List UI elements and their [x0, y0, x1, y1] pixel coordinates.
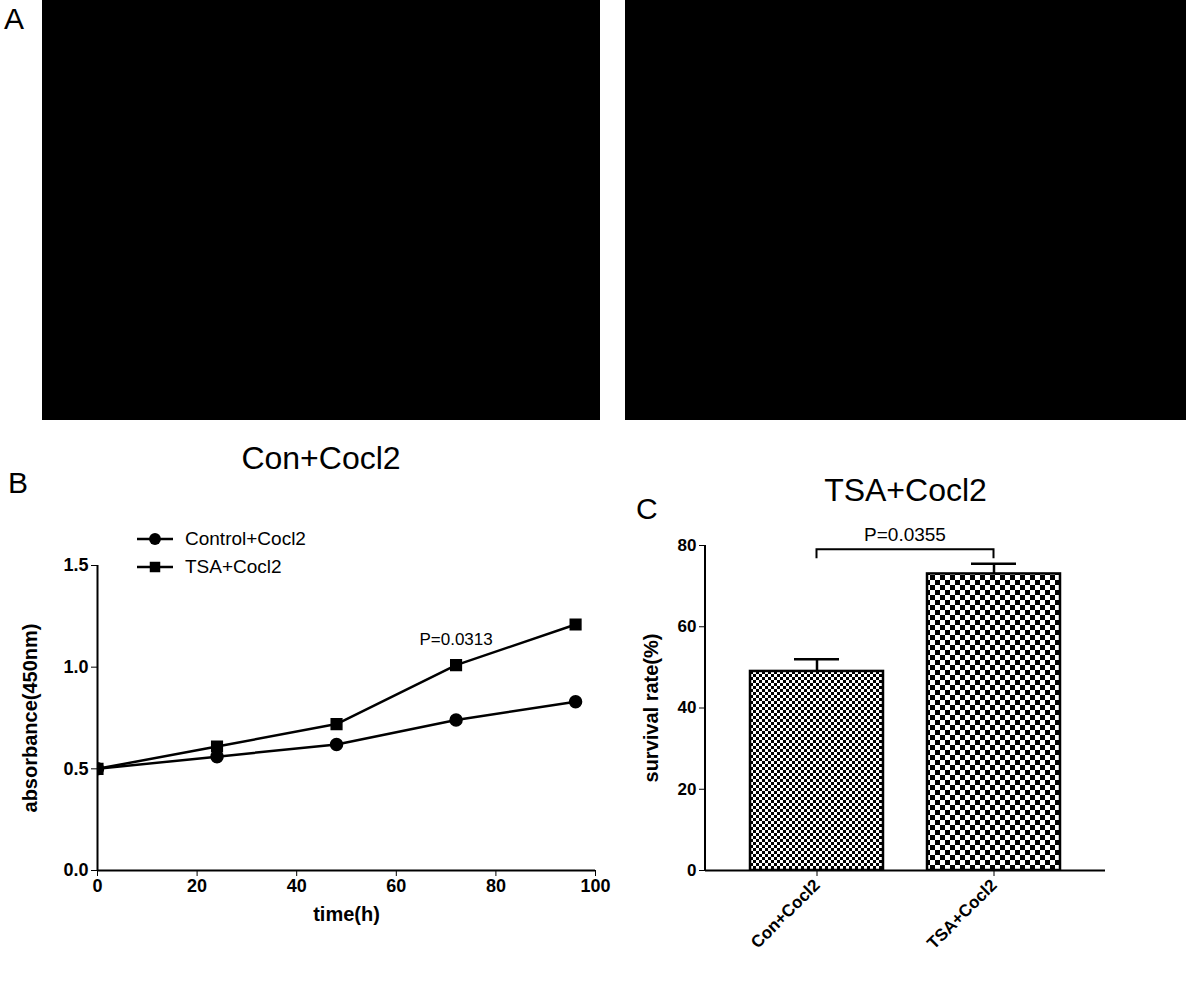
- svg-text:20: 20: [678, 780, 697, 799]
- svg-text:1.0: 1.0: [63, 657, 88, 677]
- html-text:TSA+Cocl2: TSA+Cocl2: [185, 556, 282, 577]
- svg-text:P=0.0313: P=0.0313: [419, 630, 492, 649]
- svg-text:20: 20: [187, 876, 207, 896]
- svg-text:0: 0: [92, 876, 102, 896]
- svg-text:1.5: 1.5: [63, 555, 88, 575]
- svg-text:100: 100: [580, 876, 610, 896]
- svg-text:Con+Cocl2: Con+Cocl2: [747, 876, 824, 953]
- svg-text:40: 40: [287, 876, 307, 896]
- svg-text:absorbance(450nm): absorbance(450nm): [19, 624, 41, 813]
- svg-text:80: 80: [678, 536, 697, 555]
- svg-text:60: 60: [386, 876, 406, 896]
- html-text:Con+Cocl2: Con+Cocl2: [241, 440, 401, 476]
- html-text:A: A: [4, 2, 24, 35]
- html-text:B: B: [8, 466, 28, 499]
- html-text:TSA+Cocl2: TSA+Cocl2: [824, 472, 987, 508]
- svg-text:40: 40: [678, 698, 697, 717]
- svg-text:0: 0: [687, 861, 696, 880]
- svg-text:TSA+Cocl2: TSA+Cocl2: [923, 876, 1000, 953]
- svg-text:60: 60: [678, 617, 697, 636]
- html-text:C: C: [636, 492, 658, 525]
- html-text:Control+Cocl2: Control+Cocl2: [185, 528, 306, 549]
- svg-text:80: 80: [486, 876, 506, 896]
- svg-text:time(h): time(h): [313, 903, 380, 925]
- svg-text:P=0.0355: P=0.0355: [864, 524, 946, 545]
- svg-text:0.0: 0.0: [63, 860, 88, 880]
- svg-text:0.5: 0.5: [63, 759, 88, 779]
- svg-text:survival rate(%): survival rate(%): [640, 634, 662, 783]
